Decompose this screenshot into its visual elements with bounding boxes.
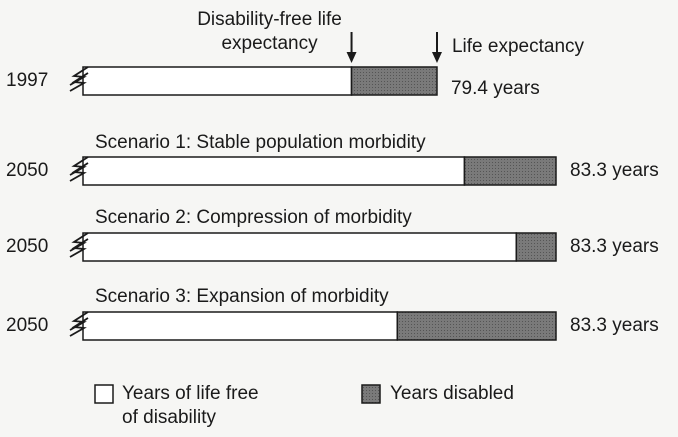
free-segment [82,311,399,341]
year-label: 2050 [6,315,48,336]
scenario-label: Scenario 1: Stable population morbidity [95,132,426,153]
annotation-text: Life expectancy [451,36,585,57]
scenario-label: Scenario 2: Compression of morbidity [95,207,412,228]
disabled-segment [396,311,557,341]
arrow-head [431,52,442,63]
year-label: 1997 [6,70,48,91]
disabled-segment [463,156,557,186]
total-label: 83.3 years [570,160,659,181]
axis-break [69,156,89,182]
annotation-text: Disability-free life expectancy [197,9,342,54]
disabled-segment [515,232,557,262]
free-segment [82,232,518,262]
scenario-label: Scenario 3: Expansion of morbidity [95,286,389,307]
legend-swatch [361,384,381,404]
legend-label: Years of life free of disability [122,383,259,428]
legend-label: Years disabled [390,383,514,404]
total-label: 83.3 years [570,236,659,257]
free-segment [82,156,466,186]
arrow-head [346,52,357,63]
axis-break [69,311,89,337]
free-segment [82,66,353,96]
axis-break [69,66,89,92]
legend-swatch [94,384,114,404]
total-label: 83.3 years [570,315,659,336]
year-label: 2050 [6,160,48,181]
axis-break [69,232,89,258]
total-label: 79.4 years [451,78,540,99]
disabled-segment [350,66,438,96]
year-label: 2050 [6,236,48,257]
